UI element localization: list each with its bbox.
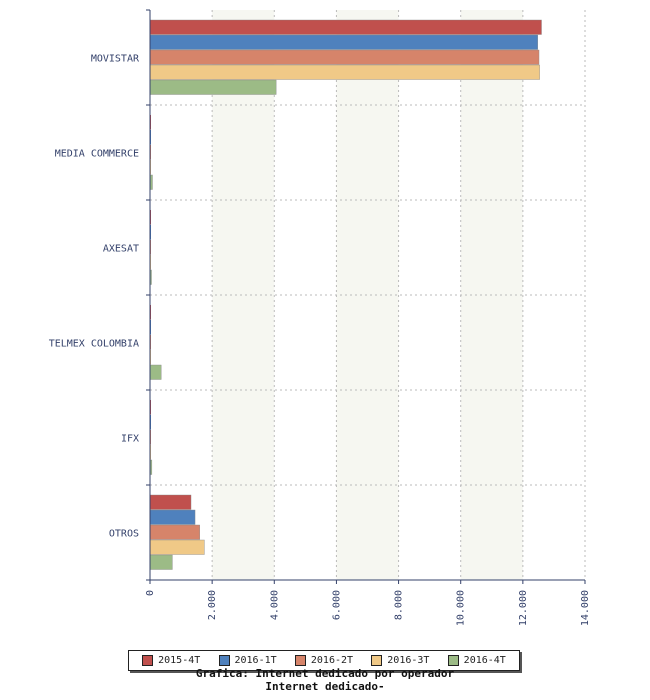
x-tick-labels: 0 2.000 4.000 6.000 8.000 10.000 12.000 14.000 [145,590,591,626]
chart-caption: Grafica: Internet dedicado por operador … [0,667,650,693]
axes [146,9,586,584]
legend-item: 2016-1T [218,655,277,666]
category-label: AXESAT [103,244,139,255]
bar-2016-1T-movistar [149,34,538,50]
x-tick-label: 12.000 [518,590,529,626]
legend-label: 2016-4T [463,655,506,666]
x-tick-label: 0 [145,590,156,596]
legend: 2015-4T 2016-1T 2016-2T 2016-3T 2016-4T [128,650,520,671]
legend-swatch [294,655,306,666]
x-tick-label: 10.000 [456,590,467,626]
grid-lines [150,10,586,581]
legend-item: 2016-3T [371,655,429,666]
bar-2015-4T-otros [149,494,192,510]
bar-2016-3T-otros [149,539,205,555]
bar-2016-4T-otros [149,554,173,570]
bar-2016-4T-telmex-colombia [149,364,162,380]
legend-swatch [371,655,383,666]
bar-2016-1T-otros [149,509,196,525]
caption-line-1: Grafica: Internet dedicado por operador [195,667,455,680]
category-label: TELMEX COLOMBIA [49,339,139,350]
bar-2016-3T-movistar [149,64,540,80]
bars [149,19,542,570]
legend-item: 2016-2T [294,655,354,666]
bar-2015-4T-movistar [149,19,542,35]
legend-label: 2015-4T [158,655,201,666]
x-tick-label: 8.000 [394,590,405,620]
bar-2016-2T-otros [149,524,200,540]
x-tick-label: 6.000 [331,590,342,620]
legend-label: 2016-3T [387,655,430,666]
bar-2016-4T-movistar [149,79,277,95]
x-tick-label: 4.000 [269,590,280,620]
legend-label: 2016-2T [310,655,354,666]
category-label: MOVISTAR [91,54,140,65]
legend-item: 2016-4T [447,655,506,666]
category-label: IFX [121,434,139,445]
chart: MOVISTAR MEDIA COMMERCE AXESAT TELMEX COLOM… [49,9,591,626]
x-tick-label: 2.000 [207,590,218,620]
legend-label: 2016-1T [234,655,277,666]
legend-swatch [142,655,154,666]
x-tick-label: 14.000 [580,590,591,626]
caption-line-2: Internet dedicado- [265,680,385,693]
background-band [212,10,275,580]
category-label: MEDIA COMMERCE [55,149,139,160]
bar-2016-2T-movistar [149,49,540,65]
legend-item: 2015-4T [142,655,200,666]
category-label: OTROS [109,529,139,540]
legend-swatch [447,655,459,666]
legend-swatch [218,655,230,666]
category-labels: MOVISTAR MEDIA COMMERCE AXESAT TELMEX COLOM… [49,54,140,540]
